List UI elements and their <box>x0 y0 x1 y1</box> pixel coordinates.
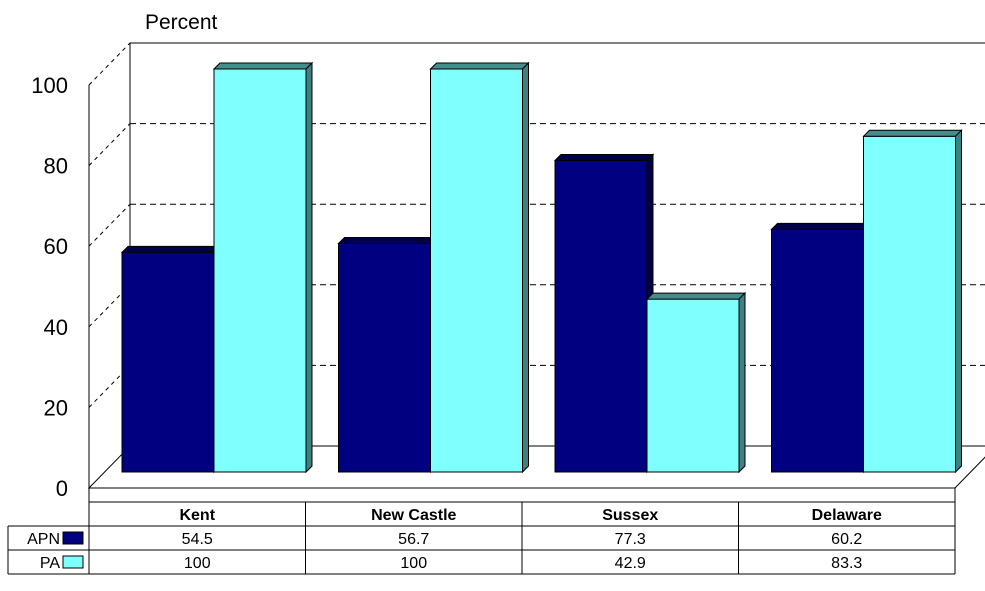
bar-pa-2 <box>645 291 747 474</box>
bar-top <box>862 129 963 137</box>
bar-top <box>120 245 222 253</box>
bars <box>120 61 963 474</box>
bar-top <box>553 153 655 161</box>
x-tick-label: New Castle <box>371 507 456 524</box>
legend-label: PA <box>40 555 60 572</box>
bar-front <box>430 68 523 473</box>
legend-key <box>62 555 84 569</box>
y-axis-ticks: 0 20 40 60 80 100 <box>31 73 68 501</box>
bar-front <box>554 159 648 473</box>
bar-front <box>771 228 864 473</box>
bar-side <box>522 61 529 474</box>
data-label: 83.3 <box>831 555 862 572</box>
bar-front <box>213 68 307 473</box>
data-label: 56.7 <box>398 531 429 548</box>
bar-top <box>429 62 530 70</box>
side-gridline <box>88 42 131 86</box>
bar-top <box>645 292 747 300</box>
bar-front <box>338 242 431 473</box>
bar-apn-1 <box>337 236 438 474</box>
x-tick-label: Delaware <box>812 507 882 524</box>
y-tick-label: 0 <box>56 476 68 501</box>
side-gridline <box>88 123 131 166</box>
bar-pa-3 <box>862 129 963 474</box>
data-label: 60.2 <box>831 531 862 548</box>
bar-apn-0 <box>120 245 222 474</box>
bar-top <box>770 222 871 230</box>
bar-side <box>738 291 746 474</box>
x-tick-label: Sussex <box>602 507 658 524</box>
bar-front <box>646 298 740 473</box>
bar-top <box>337 236 438 244</box>
side-gridline <box>88 203 131 247</box>
data-label: 100 <box>400 555 427 572</box>
data-label: 100 <box>184 555 211 572</box>
y-tick-label: 80 <box>44 154 68 179</box>
y-tick-label: 100 <box>31 73 68 98</box>
data-table: Kent New Castle Sussex Delaware APN 54.5 56.7 7… <box>7 488 956 575</box>
data-label: 54.5 <box>182 531 213 548</box>
bar-apn-2 <box>553 153 655 474</box>
x-tick-label: Kent <box>179 507 215 524</box>
bar-front <box>863 135 956 473</box>
data-label: 42.9 <box>615 555 646 572</box>
y-tick-label: 20 <box>44 395 68 420</box>
bar-pa-0 <box>212 61 314 474</box>
bar-side <box>955 129 962 474</box>
legend-key <box>62 531 84 545</box>
legend-label: APN <box>27 531 60 548</box>
y-tick-label: 40 <box>44 315 68 340</box>
y-tick-label: 60 <box>44 234 68 259</box>
data-label: 77.3 <box>615 531 646 548</box>
bar-pa-1 <box>429 61 530 474</box>
y-axis-label: Percent <box>145 11 218 34</box>
bar-apn-3 <box>770 222 871 474</box>
bar-top <box>212 62 314 70</box>
bar-side <box>305 61 313 474</box>
bar-front <box>121 251 215 473</box>
floor-outline <box>87 445 985 489</box>
